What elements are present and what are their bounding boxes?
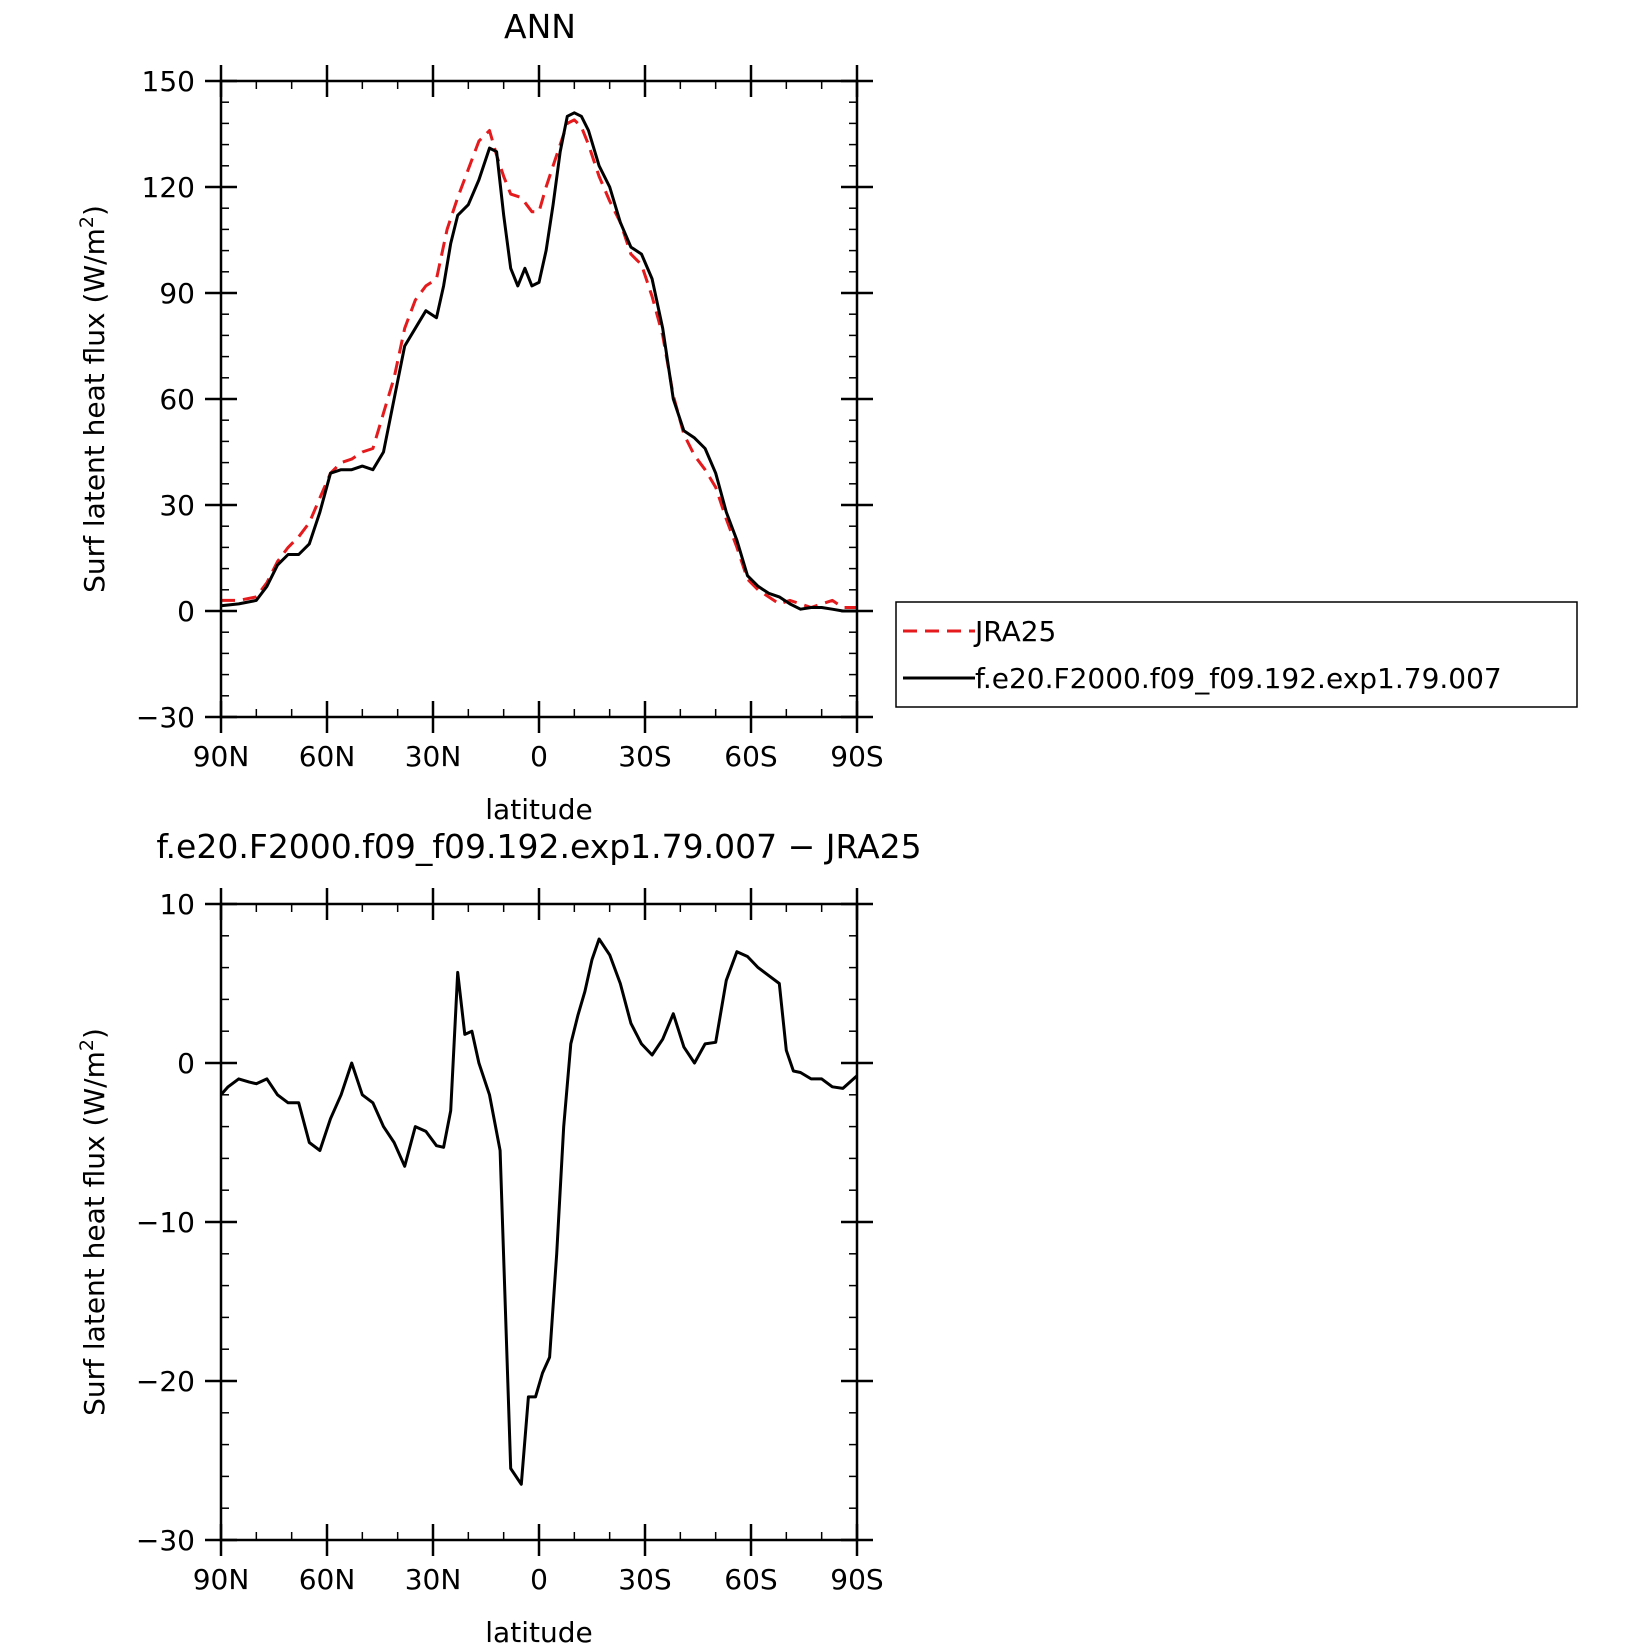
top-panel-frame — [219, 79, 859, 719]
bottom-panel-series-line-difference — [219, 937, 859, 1486]
top-panel-y-tick-label: 120 — [142, 171, 195, 204]
top-panel-x-tick-label: 90S — [830, 740, 883, 773]
top-panel-y-tick-labels: 150 120 90 60 30 0 −30 — [136, 65, 195, 734]
top-panel-x-tick-label: 90N — [193, 740, 250, 773]
top-panel-x-axis-label: latitude — [485, 793, 592, 826]
top-panel-y-axis-label-sup: 2 — [76, 216, 98, 228]
bottom-panel-x-tick-label: 0 — [530, 1563, 548, 1596]
bottom-panel-x-tick-label: 90N — [193, 1563, 250, 1596]
top-panel-x-tick-label: 60N — [299, 740, 356, 773]
bottom-panel-ticks — [205, 888, 873, 1556]
bottom-panel-y-axis-label-close: ) — [78, 1028, 111, 1039]
top-panel-y-tick-label: 0 — [177, 595, 195, 628]
bottom-panel-x-tick-label: 90S — [830, 1563, 883, 1596]
top-panel-y-tick-label: 30 — [159, 489, 195, 522]
top-panel: ANN 150 120 90 60 30 0 −30 90N 60N 30N 0 30S 60S 90S… — [76, 7, 884, 826]
top-panel-y-axis-label: Surf latent heat flux (W/m2) — [76, 205, 111, 593]
legend-label-model: f.e20.F2000.f09_f09.192.exp1.79.007 — [975, 662, 1502, 695]
bottom-panel-y-tick-label: 10 — [159, 888, 195, 921]
top-panel-ticks — [205, 65, 873, 733]
bottom-panel-frame — [219, 902, 859, 1542]
top-panel-series — [220, 111, 857, 613]
top-panel-y-tick-label: 90 — [159, 277, 195, 310]
bottom-panel-y-tick-label: 0 — [177, 1047, 195, 1080]
bottom-panel-y-tick-label: −30 — [136, 1524, 195, 1557]
bottom-panel-x-tick-label: 60S — [724, 1563, 777, 1596]
top-panel-title: ANN — [504, 7, 576, 46]
bottom-panel-x-axis-label: latitude — [485, 1616, 592, 1647]
top-panel-y-tick-label: −30 — [136, 701, 195, 734]
bottom-panel-series — [219, 937, 859, 1486]
top-panel-y-tick-label: 60 — [159, 383, 195, 416]
legend-box — [895, 601, 1578, 708]
bottom-panel-y-tick-label: −10 — [136, 1206, 195, 1239]
top-panel-x-tick-label: 30N — [405, 740, 462, 773]
legend: JRA25 f.e20.F2000.f09_f09.192.exp1.79.00… — [895, 601, 1578, 708]
bottom-panel-x-tick-labels: 90N 60N 30N 0 30S 60S 90S — [193, 1563, 884, 1596]
top-panel-x-tick-label: 60S — [724, 740, 777, 773]
top-panel-y-tick-label: 150 — [142, 65, 195, 98]
legend-label-jra25: JRA25 — [973, 615, 1056, 648]
bottom-panel-x-tick-label: 30S — [618, 1563, 671, 1596]
top-panel-x-tick-label: 30S — [618, 740, 671, 773]
bottom-panel-x-tick-label: 60N — [299, 1563, 356, 1596]
bottom-panel-x-tick-label: 30N — [405, 1563, 462, 1596]
bottom-panel-title: f.e20.F2000.f09_f09.192.exp1.79.007 − JR… — [156, 827, 921, 866]
top-panel-x-tick-label: 0 — [530, 740, 548, 773]
top-panel-series-line-model — [220, 111, 857, 613]
bottom-panel: f.e20.F2000.f09_f09.192.exp1.79.007 − JR… — [76, 827, 922, 1647]
top-panel-y-axis-label-close: ) — [78, 205, 111, 216]
top-panel-y-axis-label-main: Surf latent heat flux (W/m — [78, 228, 111, 593]
bottom-panel-y-tick-label: −20 — [136, 1365, 195, 1398]
bottom-panel-y-tick-labels: 10 0 −10 −20 −30 — [136, 888, 195, 1557]
bottom-panel-y-axis-label-sup: 2 — [76, 1039, 98, 1051]
top-panel-series-line-jra25 — [221, 118, 857, 609]
top-panel-x-tick-labels: 90N 60N 30N 0 30S 60S 90S — [193, 740, 884, 773]
bottom-panel-y-axis-label-main: Surf latent heat flux (W/m — [78, 1051, 111, 1416]
bottom-panel-y-axis-label: Surf latent heat flux (W/m2) — [76, 1028, 111, 1416]
